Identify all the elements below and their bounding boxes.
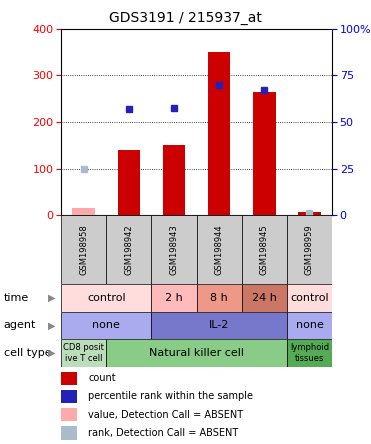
Text: none: none [296,321,324,330]
Text: GSM198944: GSM198944 [215,224,224,275]
Bar [118,150,140,215]
Text: 2 h: 2 h [165,293,183,303]
Bar [197,284,242,312]
Bar [106,215,151,284]
Bar [61,215,106,284]
Text: CD8 posit
ive T cell: CD8 posit ive T cell [63,343,104,363]
Bar [72,208,95,215]
Text: time: time [4,293,29,303]
Text: ▶: ▶ [48,293,56,303]
Text: GSM198958: GSM198958 [79,224,88,275]
Bar [151,215,197,284]
Text: 8 h: 8 h [210,293,228,303]
Bar [151,312,287,339]
Bar [106,339,287,367]
Bar [287,215,332,284]
Text: control: control [87,293,126,303]
Bar [163,145,186,215]
Text: ▶: ▶ [48,321,56,330]
Text: GDS3191 / 215937_at: GDS3191 / 215937_at [109,11,262,25]
Text: IL-2: IL-2 [209,321,229,330]
Text: GSM198945: GSM198945 [260,224,269,275]
Bar [208,52,230,215]
Bar [61,284,151,312]
Bar [253,92,276,215]
Text: percentile rank within the sample: percentile rank within the sample [88,392,253,401]
Text: GSM198943: GSM198943 [170,224,178,275]
Text: lymphoid
tissues: lymphoid tissues [290,343,329,363]
Bar [287,339,332,367]
Bar [61,427,78,440]
Bar [61,372,78,385]
Bar [298,212,321,215]
Bar [151,284,197,312]
Text: control: control [290,293,329,303]
Text: value, Detection Call = ABSENT: value, Detection Call = ABSENT [88,410,243,420]
Text: rank, Detection Call = ABSENT: rank, Detection Call = ABSENT [88,428,239,438]
Bar [61,408,78,421]
Text: count: count [88,373,116,383]
Bar [287,284,332,312]
Text: 24 h: 24 h [252,293,277,303]
Bar [197,215,242,284]
Bar [242,215,287,284]
Text: cell type: cell type [4,348,51,358]
Text: Natural killer cell: Natural killer cell [149,348,244,358]
Bar [61,339,106,367]
Bar [242,284,287,312]
Text: GSM198942: GSM198942 [124,224,134,275]
Bar [61,312,151,339]
Bar [61,390,78,403]
Text: none: none [92,321,120,330]
Text: agent: agent [4,321,36,330]
Text: GSM198959: GSM198959 [305,224,314,275]
Bar [287,312,332,339]
Text: ▶: ▶ [48,348,56,358]
